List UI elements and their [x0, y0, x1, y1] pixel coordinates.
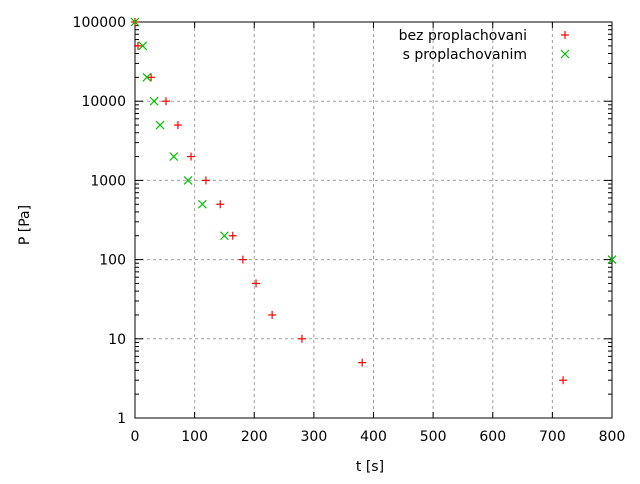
x-tick-label: 500 [420, 429, 447, 445]
y-tick-label: 100000 [73, 15, 126, 31]
data-point-bez-proplachovani [358, 358, 367, 367]
data-point-bez-proplachovani [216, 200, 225, 209]
x-tick-label: 600 [479, 429, 506, 445]
data-point-s-proplachovanim [138, 41, 148, 51]
y-tick-label: 10 [108, 332, 126, 348]
grid [135, 22, 612, 418]
ticks: 0 100 200 300 400 500 600 700 800 1 10 100 1000 10000… [73, 15, 626, 445]
data-point-bez-proplachovani [252, 279, 261, 288]
data-point-bez-proplachovani [228, 231, 237, 240]
data-point-bez-proplachovani [297, 334, 306, 343]
legend-label: bez proplachovani [399, 28, 527, 44]
legend-marker [560, 49, 570, 59]
y-tick-label: 1000 [90, 173, 126, 189]
data-point-s-proplachovanim [155, 120, 165, 130]
marker-stroke [138, 41, 148, 51]
x-tick-label: 700 [539, 429, 566, 445]
data-point-bez-proplachovani [133, 41, 142, 50]
data-point-s-proplachovanim [607, 255, 617, 265]
y-tick-label: 1 [117, 411, 126, 427]
marker-stroke [560, 49, 570, 59]
data-point-bez-proplachovani [268, 310, 277, 319]
x-tick-label: 400 [360, 429, 387, 445]
x-tick-label: 800 [599, 429, 626, 445]
data-point-bez-proplachovani [147, 73, 156, 82]
y-axis-label: P [Pa] [17, 205, 33, 245]
data-point-s-proplachovanim [220, 231, 229, 241]
data-point-s-proplachovanim [169, 152, 179, 161]
points [130, 17, 617, 385]
data-point-s-proplachovanim [149, 96, 159, 106]
legend: bez proplachovani s proplachovanim [399, 28, 570, 63]
y-tick-label: 10000 [81, 94, 126, 110]
data-point-bez-proplachovani [559, 376, 568, 385]
data-point-s-proplachovanim [197, 199, 207, 209]
x-axis-label: t [s] [356, 459, 384, 475]
x-tick-label: 0 [131, 429, 140, 445]
data-point-bez-proplachovani [173, 121, 182, 130]
marker-stroke [155, 120, 165, 130]
legend-marker [561, 31, 569, 39]
x-tick-label: 300 [301, 429, 328, 445]
data-point-bez-proplachovani [201, 176, 210, 185]
marker-stroke [607, 255, 617, 265]
data-point-s-proplachovanim [183, 175, 193, 185]
data-point-bez-proplachovani [187, 152, 196, 161]
x-tick-label: 100 [181, 429, 208, 445]
legend-label: s proplachovanim [403, 47, 527, 63]
marker-stroke [183, 175, 193, 185]
marker-stroke [220, 231, 229, 241]
marker-stroke [142, 72, 152, 82]
marker-stroke [149, 96, 159, 106]
marker-stroke [130, 17, 140, 27]
data-point-bez-proplachovani [162, 97, 171, 106]
data-point-s-proplachovanim [130, 17, 140, 27]
marker-stroke [197, 199, 207, 209]
data-point-s-proplachovanim [142, 72, 152, 82]
data-point-bez-proplachovani [238, 255, 247, 264]
y-tick-label: 100 [99, 253, 126, 269]
x-tick-label: 200 [241, 429, 268, 445]
marker-stroke [169, 152, 179, 161]
